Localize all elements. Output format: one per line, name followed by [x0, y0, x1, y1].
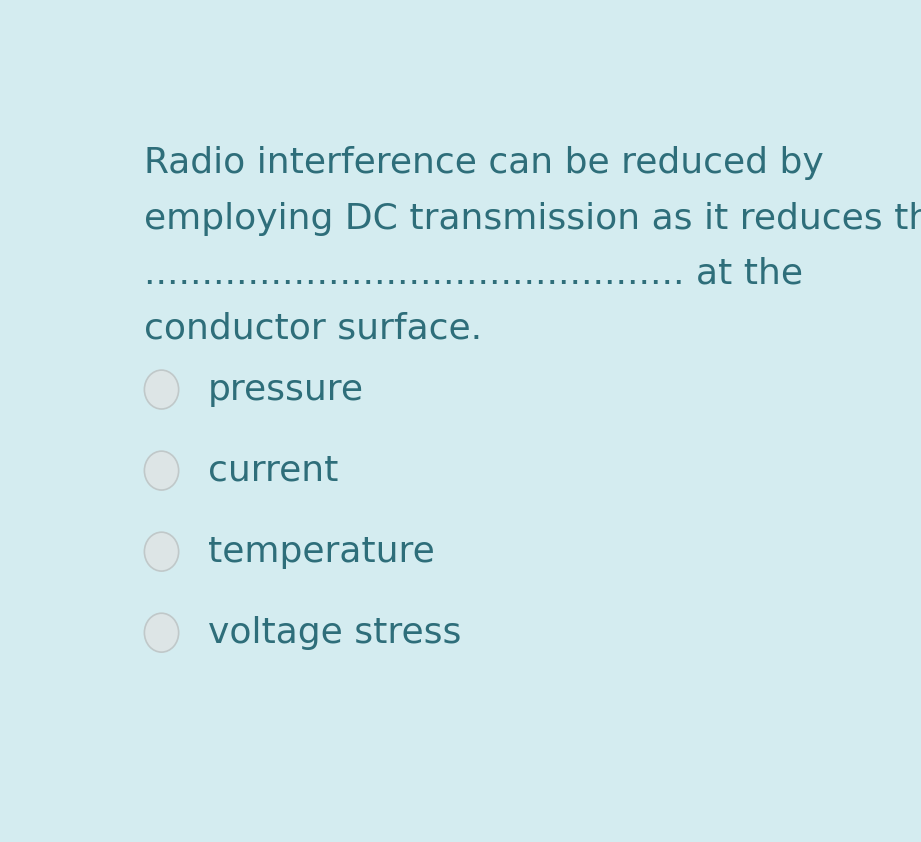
Text: current: current — [208, 454, 338, 488]
Ellipse shape — [145, 370, 179, 409]
Text: employing DC transmission as it reduces the: employing DC transmission as it reduces … — [144, 201, 921, 236]
Text: Radio interference can be reduced by: Radio interference can be reduced by — [144, 147, 823, 180]
Text: voltage stress: voltage stress — [208, 616, 461, 650]
Text: pressure: pressure — [208, 372, 364, 407]
Text: conductor surface.: conductor surface. — [144, 312, 482, 346]
Ellipse shape — [145, 532, 179, 571]
Ellipse shape — [145, 451, 179, 490]
Ellipse shape — [145, 613, 179, 652]
Text: ............................................... at the: ........................................… — [144, 257, 803, 290]
Text: temperature: temperature — [208, 535, 435, 568]
